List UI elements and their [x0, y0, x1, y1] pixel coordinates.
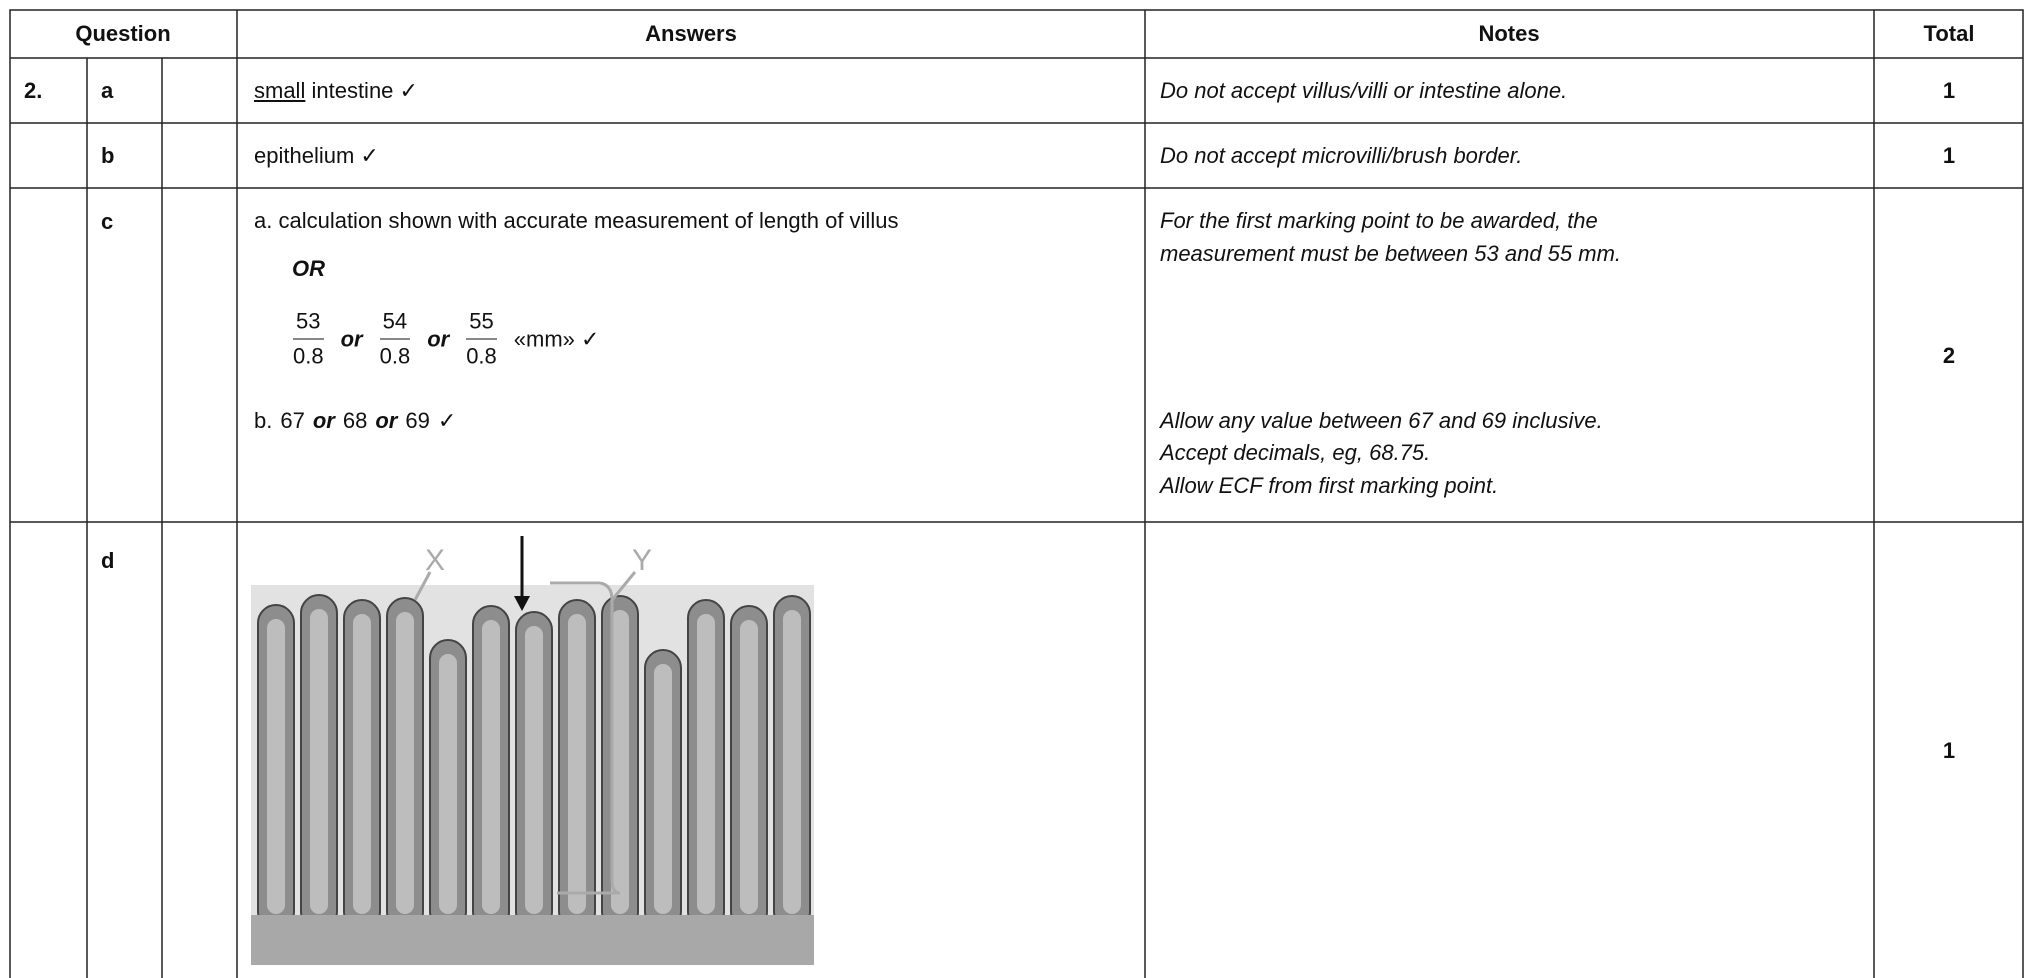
- unit: «mm» ✓: [513, 326, 600, 351]
- bracket: [599, 581, 621, 895]
- value: 67: [280, 408, 305, 433]
- underlined-word: small: [254, 78, 306, 103]
- villus: [251, 915, 814, 965]
- villus: [697, 614, 715, 914]
- header-cell: Total: [1923, 21, 1975, 46]
- denominator: 0.8: [293, 343, 324, 369]
- join: or: [427, 326, 450, 351]
- note: Allow any value between 67 and 69 inclus…: [1160, 408, 1603, 433]
- fraction: 55 0.8: [463, 309, 500, 370]
- villus: [310, 609, 328, 914]
- villus: [740, 620, 758, 914]
- total: 1: [1942, 143, 1956, 168]
- denominator: 0.8: [466, 343, 497, 369]
- total: 1: [1942, 78, 1956, 103]
- villus: [439, 654, 457, 914]
- value: 68: [342, 408, 368, 433]
- note: Accept decimals, eg, 68.75.: [1160, 440, 1431, 465]
- numerator: 54: [379, 309, 411, 340]
- join: or: [340, 326, 363, 351]
- answer-text: intestine ✓: [311, 78, 418, 103]
- answer: small intestine ✓: [254, 78, 418, 104]
- villus: [482, 620, 500, 914]
- villus: [267, 619, 285, 914]
- header-cell: Notes: [1478, 21, 1540, 46]
- note: Do not accept microvilli/brush border.: [1160, 143, 1523, 168]
- numerator: 53: [293, 309, 324, 340]
- fraction: 54 0.8: [377, 309, 414, 370]
- answer: a. calculation shown with accurate measu…: [254, 208, 899, 233]
- villus: [396, 612, 414, 914]
- note: Allow ECF from first marking point.: [1160, 473, 1499, 498]
- join: or: [375, 408, 398, 433]
- part-label: a: [101, 78, 114, 103]
- fraction: 53 0.8: [290, 309, 327, 370]
- part-label: d: [101, 548, 115, 573]
- tick: ✓: [437, 408, 457, 433]
- villus: [654, 664, 672, 914]
- fractions: 53 0.8 or 54 0.8 or 55 0.8 «mm» ✓: [284, 309, 599, 370]
- question-number: 2.: [24, 78, 43, 103]
- note: Do not accept villus/villi or intestine …: [1160, 78, 1568, 103]
- header-cell: Question: [75, 21, 171, 46]
- header-cell: Answers: [645, 21, 737, 46]
- numerator: 55: [466, 309, 497, 340]
- answer: epithelium ✓: [254, 143, 379, 168]
- part-label: b: [101, 143, 115, 168]
- part-label: c: [101, 209, 114, 234]
- leader-x: [413, 571, 432, 601]
- note: measurement must be between 53 and 55 mm…: [1160, 241, 1622, 266]
- label: b.: [254, 408, 273, 433]
- grid-lines: [9, 9, 2024, 978]
- total: 2: [1942, 343, 1956, 368]
- denominator: 0.8: [379, 343, 411, 369]
- total: 1: [1942, 738, 1956, 763]
- arrow-head: [514, 596, 530, 611]
- answer-b: b. 67 or 68 or 69 ✓: [254, 408, 456, 434]
- villus: [611, 610, 629, 914]
- arrow: [514, 536, 530, 611]
- villus: [568, 614, 586, 914]
- villus: [783, 610, 801, 914]
- note: For the first marking point to be awarde…: [1160, 208, 1598, 233]
- micrograph: [251, 585, 814, 965]
- value: 69: [405, 408, 430, 433]
- villus: [525, 626, 543, 914]
- alternative: OR: [292, 256, 325, 281]
- table-border: [9, 9, 2024, 978]
- figure-label: Y: [632, 544, 652, 577]
- figure-label: X: [425, 544, 445, 577]
- villus: [353, 614, 371, 914]
- leader-y: [610, 571, 637, 601]
- join: or: [312, 408, 335, 433]
- label-leaders: [413, 571, 637, 895]
